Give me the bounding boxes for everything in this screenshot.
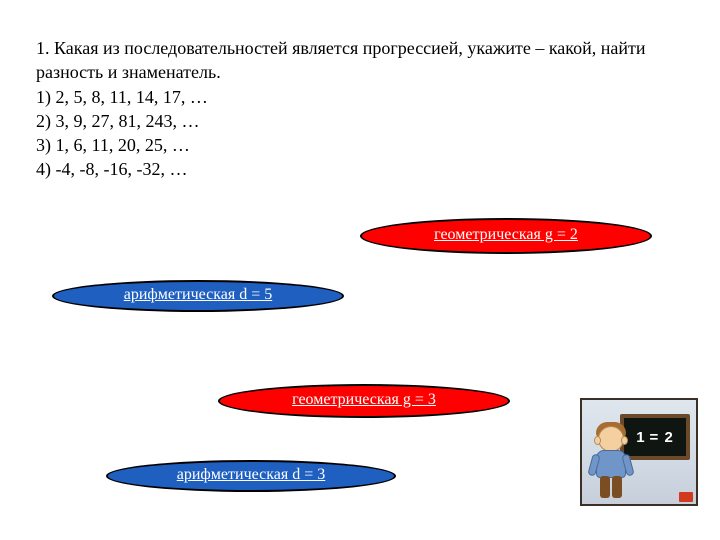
question-block: 1. Какая из последовательностей является… bbox=[36, 36, 686, 182]
answer-pill-4: арифметическая d = 3 bbox=[106, 460, 396, 492]
answer-pill-label: арифметическая d = 3 bbox=[177, 467, 325, 485]
question-prompt: 1. Какая из последовательностей является… bbox=[36, 36, 686, 85]
board-one: 1 bbox=[636, 429, 645, 446]
cartoon-image: 1 = 2 bbox=[580, 398, 698, 506]
sequence-4: 4) -4, -8, -16, -32, … bbox=[36, 157, 686, 181]
answer-pill-label: геометрическая g = 2 bbox=[434, 227, 578, 245]
answer-pill-1: геометрическая g = 2 bbox=[360, 218, 652, 254]
sequence-1: 1) 2, 5, 8, 11, 14, 17, … bbox=[36, 85, 686, 109]
answer-pill-label: арифметическая d = 5 bbox=[124, 287, 272, 305]
answer-pill-label: геометрическая g = 3 bbox=[292, 392, 436, 410]
logo-badge bbox=[679, 492, 693, 502]
answer-pill-3: геометрическая g = 3 bbox=[218, 384, 510, 418]
board-eq: = 2 bbox=[650, 429, 674, 446]
sequence-3: 3) 1, 6, 11, 20, 25, … bbox=[36, 133, 686, 157]
boy-figure bbox=[588, 426, 634, 500]
answer-pill-2: арифметическая d = 5 bbox=[52, 280, 344, 312]
sequence-2: 2) 3, 9, 27, 81, 243, … bbox=[36, 109, 686, 133]
